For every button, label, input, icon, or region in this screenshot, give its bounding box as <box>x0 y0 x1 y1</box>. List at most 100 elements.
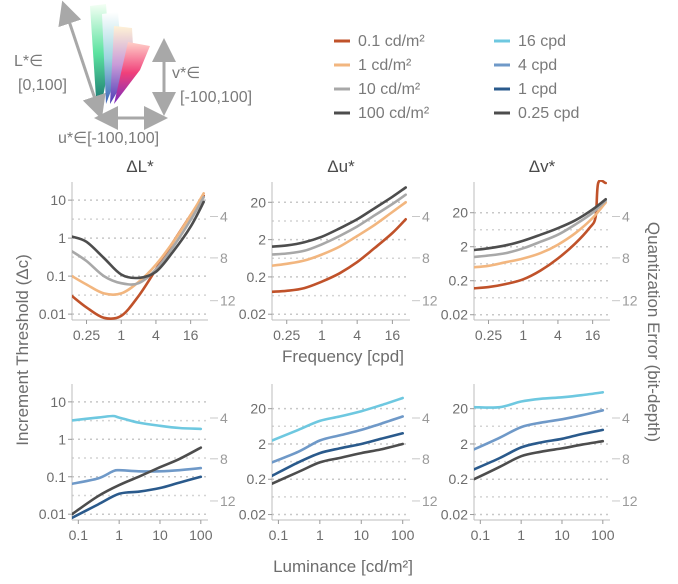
panel-title: Δu* <box>327 157 355 176</box>
right-tick-label: 8 <box>220 451 228 467</box>
series-line-1 <box>272 415 404 464</box>
series-line-1 <box>72 192 205 296</box>
x-tick-label: 16 <box>183 327 199 343</box>
right-tick-label: 4 <box>220 410 228 426</box>
x-tick-label: 0.25 <box>273 327 300 343</box>
legend-label-luminance-3: 100 cd/m² <box>358 105 430 122</box>
series-line-0 <box>72 414 203 431</box>
series-line-3 <box>474 197 607 252</box>
right-tick-label: 4 <box>422 209 430 225</box>
legend-label-luminance-1: 1 cd/m² <box>358 57 412 74</box>
x-tick-label: 1 <box>117 327 125 343</box>
y-tick-label: 0.2 <box>449 273 469 289</box>
series-line-3 <box>272 186 407 248</box>
y-axis-label-left: Increment Threshold (Δc) <box>13 254 32 446</box>
right-tick-label: 8 <box>422 451 430 467</box>
x-tick-label: 0.1 <box>69 527 89 543</box>
x-tick-label: 100 <box>189 527 213 543</box>
legend: 0.1 cd/m² 1 cd/m² 10 cd/m² 100 cd/m² 16 cpd 4… <box>334 33 579 122</box>
x-tick-label: 1 <box>115 527 123 543</box>
right-tick-label: 12 <box>622 493 638 509</box>
right-tick-label: 8 <box>422 250 430 266</box>
y-tick-label: 0.01 <box>39 306 66 322</box>
y-tick-label: 2 <box>460 436 468 452</box>
u-label: u*∈[-100,100] <box>58 130 159 147</box>
right-tick-label: 4 <box>422 410 430 426</box>
x-tick-label: 100 <box>591 527 615 543</box>
y-tick-label: 10 <box>50 394 66 410</box>
y-tick-label: 10 <box>50 192 66 208</box>
legend-label-frequency-3: 0.25 cpd <box>518 105 579 122</box>
panel-title: Δv* <box>529 157 556 176</box>
legend-label-luminance-2: 10 cd/m² <box>358 81 421 98</box>
x-tick-label: 10 <box>353 527 369 543</box>
right-tick-label: 8 <box>622 250 630 266</box>
x-tick-label: 0.1 <box>471 527 491 543</box>
series-line-2 <box>272 432 404 478</box>
l-axis-arrow <box>58 0 106 120</box>
v-range: [-100,100] <box>180 89 252 106</box>
y-tick-label: 2 <box>460 239 468 255</box>
series-line-2 <box>474 199 607 259</box>
series-line-2 <box>72 195 205 286</box>
legend-label-frequency-2: 1 cpd <box>518 81 557 98</box>
right-tick-label: 12 <box>622 293 638 309</box>
y-tick-label: 20 <box>250 401 266 417</box>
y-tick-label: 20 <box>452 205 468 221</box>
series-line-1 <box>272 201 407 267</box>
x-tick-label: 16 <box>585 327 601 343</box>
x-tick-label: 4 <box>152 327 160 343</box>
x-tick-label: 0.25 <box>73 327 100 343</box>
l-range: [0,100] <box>18 77 67 94</box>
right-tick-label: 4 <box>622 410 630 426</box>
right-tick-label: 4 <box>220 209 228 225</box>
y-tick-label: 0.02 <box>441 507 468 523</box>
series-line-2 <box>272 193 407 256</box>
x-tick-label: 0.1 <box>269 527 289 543</box>
legend-label-frequency-1: 4 cpd <box>518 57 557 74</box>
y-tick-label: 0.1 <box>47 469 67 485</box>
colorspace-inset: L*∈ [0,100] v*∈ [-100,100] u*∈[-100,100] <box>14 0 252 147</box>
panel-4: 0.02 0.2 2 20 0.1 1 10 100 4 8 12 <box>239 384 438 543</box>
panel-title: ΔL* <box>126 157 154 176</box>
x-axis-label-frequency: Frequency [cpd] <box>282 347 404 366</box>
y-tick-label: 0.1 <box>47 268 67 284</box>
y-tick-label: 0.02 <box>441 307 468 323</box>
x-tick-label: 1 <box>316 527 324 543</box>
x-tick-label: 1 <box>519 327 527 343</box>
x-tick-label: 1 <box>318 327 326 343</box>
series-line-0 <box>474 391 605 409</box>
right-tick-label: 12 <box>220 493 236 509</box>
x-tick-label: 1 <box>517 527 525 543</box>
series-line-0 <box>272 396 404 442</box>
series-line-1 <box>474 201 607 269</box>
right-tick-label: 4 <box>622 209 630 225</box>
series-line-3 <box>474 439 605 481</box>
series-line-3 <box>72 446 203 516</box>
x-tick-label: 10 <box>152 527 168 543</box>
y-tick-label: 1 <box>58 230 66 246</box>
series-line-2 <box>474 428 605 471</box>
panel-1: 0.02 0.2 2 20 0.25 1 4 16 4 8 12 Δu* <box>239 157 438 343</box>
series-line-2 <box>72 475 203 520</box>
y-tick-label: 1 <box>58 431 66 447</box>
l-label: L*∈ <box>14 53 43 70</box>
y-tick-label: 20 <box>250 194 266 210</box>
y-tick-label: 0.2 <box>449 471 469 487</box>
right-tick-label: 12 <box>220 293 236 309</box>
right-tick-label: 8 <box>220 250 228 266</box>
right-tick-label: 8 <box>622 451 630 467</box>
y-tick-label: 0.2 <box>247 269 267 285</box>
x-tick-label: 0.25 <box>475 327 502 343</box>
y-tick-label: 2 <box>258 232 266 248</box>
series-line-1 <box>72 466 203 486</box>
series-line-3 <box>272 442 404 485</box>
legend-label-frequency-0: 16 cpd <box>518 33 566 50</box>
panel-5: 0.02 0.2 2 20 0.1 1 10 100 4 8 12 <box>441 384 638 543</box>
series-line-0 <box>272 218 407 294</box>
series-line-3 <box>72 200 205 280</box>
y-tick-label: 0.2 <box>247 471 267 487</box>
